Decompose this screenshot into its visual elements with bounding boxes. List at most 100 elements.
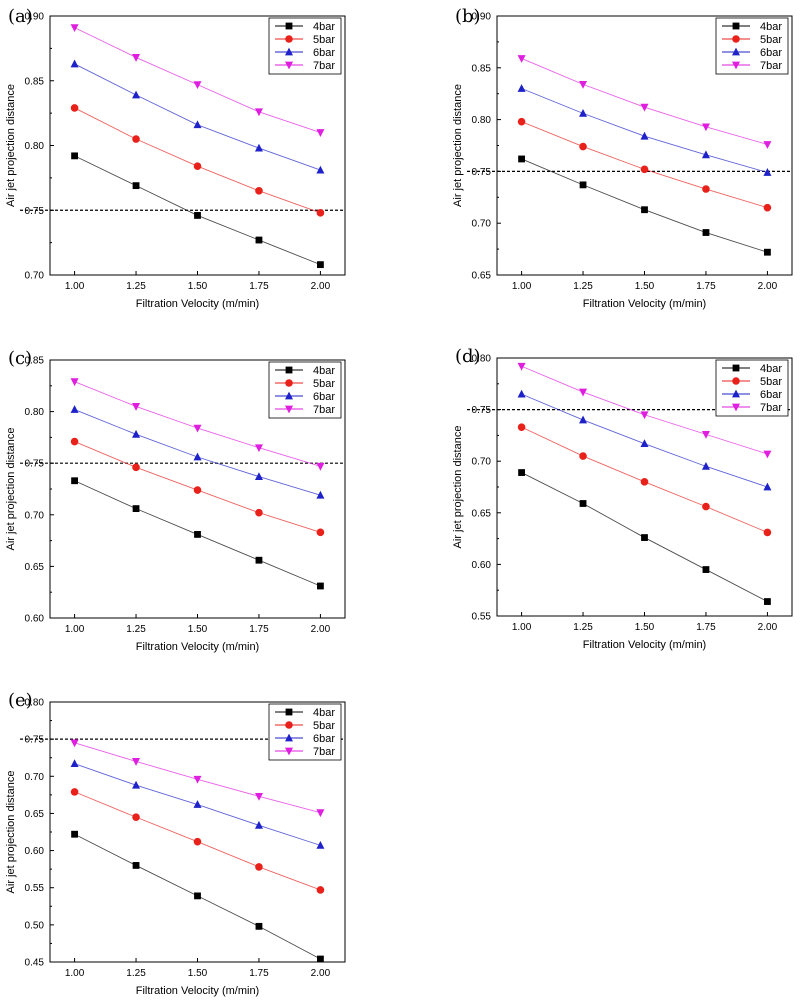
data-point-6bar: [70, 759, 79, 768]
data-point-7bar: [701, 430, 710, 439]
x-tick-label: 1.75: [249, 968, 269, 979]
series-line-6bar: [74, 63, 321, 171]
data-point-5bar: [316, 209, 325, 217]
x-axis-title: Filtration Velocity (m/min): [136, 985, 259, 997]
y-tick-label: 0.55: [25, 883, 45, 894]
y-tick-label: 0.70: [472, 219, 492, 230]
y-axis-title: Air jet projection distance: [5, 84, 17, 207]
x-tick-label: 1.25: [126, 624, 146, 635]
legend-label: 6bar: [313, 733, 335, 745]
legend-marker: [285, 733, 293, 742]
legend-marker: [285, 47, 293, 56]
x-tick-label: 1.75: [696, 622, 716, 633]
data-point-7bar: [193, 775, 202, 784]
data-point-6bar: [517, 389, 526, 398]
legend-marker: [732, 22, 740, 30]
x-tick-label: 1.50: [635, 622, 655, 633]
data-point-5bar: [579, 142, 587, 151]
legend-label: 4bar: [760, 363, 782, 375]
y-tick-label: 0.85: [472, 63, 492, 74]
x-tick-label: 1.00: [512, 281, 532, 292]
data-point-7bar: [70, 739, 79, 748]
y-tick-label: 0.50: [25, 920, 45, 931]
x-tick-label: 2.00: [311, 624, 331, 635]
data-point-6bar: [640, 439, 649, 448]
legend-marker: [285, 708, 293, 716]
data-point-7bar: [640, 103, 649, 112]
x-axis-title: Filtration Velocity (m/min): [136, 641, 259, 653]
y-tick-label: 0.70: [25, 271, 45, 282]
data-point-5bar: [640, 478, 649, 486]
panel-label: (c): [8, 348, 32, 369]
data-point-5bar: [579, 452, 587, 460]
data-point-7bar: [763, 450, 772, 459]
data-point-4bar: [132, 505, 140, 513]
series-line-6bar: [521, 88, 768, 173]
y-tick-label: 0.75: [472, 405, 492, 416]
legend-marker: [285, 721, 293, 729]
legend-label: 4bar: [313, 365, 335, 377]
data-point-4bar: [641, 534, 648, 541]
data-point-6bar: [193, 452, 202, 461]
data-point-6bar: [254, 820, 263, 829]
data-point-6bar: [193, 120, 202, 129]
y-tick-label: 0.65: [25, 562, 45, 573]
data-point-5bar: [132, 463, 140, 472]
legend-label: 5bar: [760, 34, 782, 46]
y-tick-label: 0.70: [472, 457, 492, 468]
data-point-5bar: [193, 486, 202, 494]
data-point-7bar: [316, 809, 325, 818]
data-point-7bar: [640, 411, 649, 420]
y-tick-label: 0.60: [25, 846, 45, 857]
data-point-6bar: [701, 461, 710, 470]
data-point-4bar: [132, 862, 140, 869]
y-tick-label: 0.70: [25, 510, 45, 521]
data-point-5bar: [193, 837, 202, 846]
data-point-6bar: [316, 165, 325, 174]
legend-marker: [285, 379, 293, 387]
x-tick-label: 1.00: [512, 622, 532, 633]
data-point-6bar: [132, 780, 141, 789]
data-point-5bar: [702, 502, 710, 511]
x-tick-label: 2.00: [758, 622, 778, 633]
data-point-4bar: [702, 566, 710, 573]
data-point-7bar: [763, 141, 772, 149]
x-axis-title: Filtration Velocity (m/min): [136, 298, 259, 310]
data-point-4bar: [71, 830, 78, 838]
data-point-6bar: [701, 150, 710, 159]
x-tick-label: 1.50: [188, 624, 208, 635]
panel-label: (b): [455, 6, 481, 27]
data-point-4bar: [255, 922, 263, 930]
data-point-4bar: [132, 182, 140, 190]
x-axis-title: Filtration Velocity (m/min): [583, 639, 706, 651]
data-point-4bar: [702, 229, 710, 236]
chart-panel: (e) 0.45 0.50 0.55 0.60 0.65 0.70 0.75 0.80 1.00 1…: [5, 690, 346, 997]
data-point-5bar: [316, 886, 325, 894]
data-point-7bar: [193, 81, 202, 90]
legend-marker: [285, 391, 293, 400]
y-tick-label: 0.85: [25, 356, 45, 367]
legend-marker: [285, 61, 293, 70]
legend-marker: [732, 61, 740, 70]
data-point-5bar: [255, 863, 263, 871]
data-point-7bar: [132, 758, 141, 766]
y-tick-label: 0.65: [25, 809, 45, 820]
legend-label: 6bar: [760, 389, 782, 401]
x-tick-label: 1.25: [126, 968, 146, 979]
data-point-6bar: [132, 429, 141, 438]
data-point-5bar: [70, 437, 79, 446]
data-point-5bar: [702, 185, 710, 193]
data-point-4bar: [194, 892, 201, 900]
legend-label: 6bar: [760, 47, 782, 59]
data-point-4bar: [579, 500, 587, 507]
data-point-6bar: [579, 108, 588, 117]
legend-marker: [732, 377, 740, 385]
data-point-5bar: [132, 135, 140, 143]
y-tick-label: 0.75: [25, 206, 45, 217]
x-tick-label: 2.00: [758, 281, 778, 292]
y-tick-label: 0.80: [25, 698, 45, 709]
panel-label: (a): [8, 6, 33, 27]
